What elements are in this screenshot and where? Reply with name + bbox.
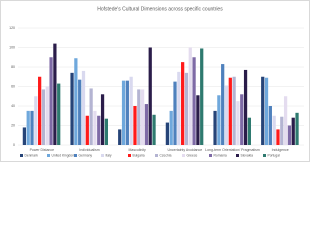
bar xyxy=(30,110,34,145)
y-tick-label: 100 xyxy=(9,45,15,49)
bar xyxy=(196,95,200,145)
bar xyxy=(41,89,46,145)
bar xyxy=(287,125,292,145)
legend-swatch xyxy=(155,154,158,157)
bar xyxy=(188,47,192,145)
bar xyxy=(100,94,105,145)
bar xyxy=(280,116,284,145)
bar xyxy=(78,79,82,145)
bar xyxy=(261,76,265,145)
bar xyxy=(137,89,141,145)
chart: Hofstede's Cultural Dimensions across sp… xyxy=(0,0,310,162)
bar xyxy=(192,57,196,145)
legend-label: United Kingdom xyxy=(52,154,76,158)
legend-swatch xyxy=(263,154,266,157)
bar xyxy=(26,110,30,145)
bar xyxy=(57,83,61,145)
legend-label: Denmark xyxy=(25,154,39,158)
bar xyxy=(291,117,295,145)
legend-swatch xyxy=(209,154,212,157)
bar xyxy=(232,76,236,145)
bar xyxy=(228,77,232,145)
bar xyxy=(38,76,42,145)
legend-swatch xyxy=(101,154,104,157)
bar xyxy=(125,80,129,145)
legend-label: Slovakia xyxy=(241,154,254,158)
bar xyxy=(133,106,137,145)
y-tick-label: 120 xyxy=(9,26,15,30)
bar xyxy=(152,114,156,145)
legend-swatch xyxy=(182,154,185,157)
legend-label: Germany xyxy=(79,154,93,158)
legend-swatch xyxy=(128,154,131,157)
bar xyxy=(236,101,240,145)
bar xyxy=(144,104,149,145)
bar xyxy=(140,89,145,145)
chart-title: Hofstede's Cultural Dimensions across sp… xyxy=(97,6,223,12)
bar xyxy=(89,88,93,145)
bar xyxy=(74,58,78,145)
bar xyxy=(200,48,204,145)
legend-label: Greece xyxy=(187,154,198,158)
bar xyxy=(85,115,89,145)
legend-swatch xyxy=(20,154,23,157)
y-tick-label: 20 xyxy=(11,123,15,127)
legend-label: Portugal xyxy=(268,154,281,158)
bar xyxy=(184,72,189,145)
bar xyxy=(181,62,185,145)
bar xyxy=(247,117,251,145)
bar xyxy=(53,43,57,145)
legend-swatch xyxy=(236,154,239,157)
legend-label: Romania xyxy=(214,154,227,158)
bar xyxy=(217,95,221,145)
x-tick-label: Masculinity xyxy=(129,148,147,152)
legend-label: Italy xyxy=(106,154,112,158)
bar xyxy=(268,106,272,145)
bar xyxy=(118,129,122,145)
x-tick-label: Power Distance xyxy=(30,148,55,152)
bar xyxy=(97,115,101,145)
bar xyxy=(169,110,173,145)
x-tick-label: Uncertainty Avoidance xyxy=(167,148,202,152)
bar xyxy=(177,71,181,145)
bar xyxy=(148,47,152,145)
bar xyxy=(224,85,229,145)
x-tick-label: Indulgence xyxy=(272,148,289,152)
legend-swatch xyxy=(47,154,50,157)
bar xyxy=(276,129,280,145)
y-tick-label: 60 xyxy=(11,84,15,88)
bar xyxy=(283,96,288,145)
bar xyxy=(22,127,27,145)
bar xyxy=(272,115,276,145)
legend-swatch xyxy=(74,154,77,157)
bar xyxy=(34,96,38,145)
x-tick-label: Individualism xyxy=(79,148,99,152)
bar xyxy=(295,112,299,145)
bar xyxy=(93,110,97,145)
bar xyxy=(243,69,248,145)
bar xyxy=(104,118,108,145)
bar xyxy=(173,81,177,145)
legend-label: Bulgaria xyxy=(133,154,145,158)
bar xyxy=(213,110,217,145)
x-tick-label: Long-term Orientation/ Pragmatism xyxy=(205,148,260,152)
bar xyxy=(81,70,86,145)
bar xyxy=(264,77,269,145)
bar xyxy=(221,64,225,145)
bar xyxy=(121,80,126,145)
bar xyxy=(129,76,133,145)
bar xyxy=(45,86,49,145)
y-tick-label: 80 xyxy=(11,65,15,69)
bar xyxy=(49,57,53,145)
y-tick-label: 0 xyxy=(13,143,15,147)
bar xyxy=(70,72,74,145)
bar xyxy=(165,122,170,145)
bar xyxy=(240,94,244,145)
legend-label: Czechia xyxy=(160,154,172,158)
y-tick-label: 40 xyxy=(11,104,15,108)
